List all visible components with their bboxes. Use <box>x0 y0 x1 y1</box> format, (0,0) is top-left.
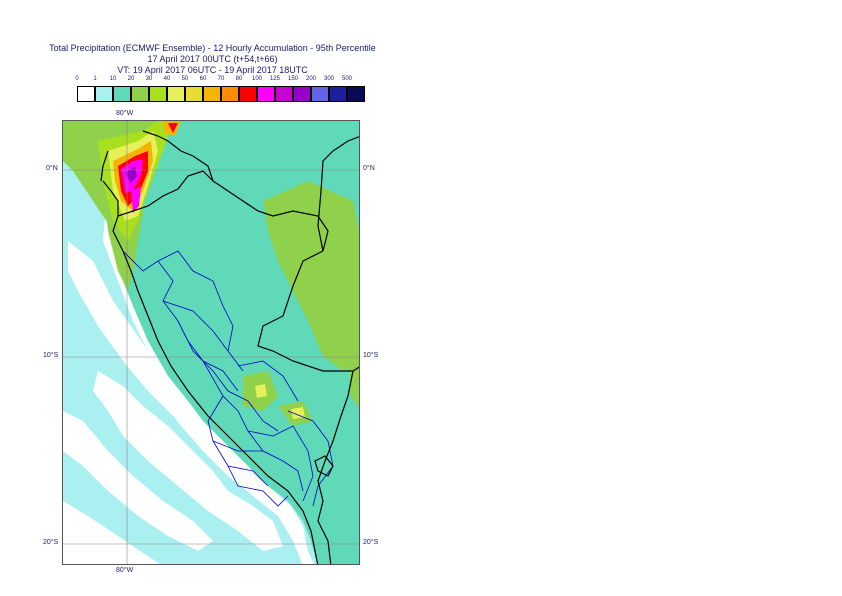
legend-swatch <box>77 86 95 102</box>
chart-title-line3: VT: 19 April 2017 06UTC - 19 April 2017 … <box>117 65 308 75</box>
ocean-clear-band-3 <box>63 411 213 551</box>
precipitation-map <box>62 120 360 565</box>
legend-tick-label: 200 <box>305 76 317 82</box>
ocean-clear-band-1 <box>68 241 183 416</box>
ocean-clear-band-2 <box>93 371 283 551</box>
region-boundaries <box>122 250 334 507</box>
map-canvas <box>63 121 359 564</box>
legend-tick-label: 30 <box>145 76 153 82</box>
ocean-precip-light <box>63 121 333 564</box>
legend-tick-label: 0 <box>75 76 79 82</box>
legend-swatch <box>275 86 293 102</box>
lat-label-right-0: 0°N <box>363 165 375 172</box>
legend-tick-label: 50 <box>181 76 189 82</box>
graticule <box>63 121 359 564</box>
lat-label-left-10s: 10°S <box>43 352 59 359</box>
lat-label-right-20s: 20°S <box>363 539 379 546</box>
chart-title-line2: 17 April 2017 00UTC (t+54,t+66) <box>147 54 278 64</box>
legend-swatch <box>257 86 275 102</box>
ocean-clear-band-4 <box>63 501 160 564</box>
legend-swatch <box>329 86 347 102</box>
land-precip-yellow-spot <box>255 384 305 419</box>
legend-tick-label: 125 <box>269 76 281 82</box>
legend-swatch <box>239 86 257 102</box>
chart-title-line1: Total Precipitation (ECMWF Ensemble) - 1… <box>49 43 376 53</box>
legend-tick-label: 1 <box>93 76 97 82</box>
lat-label-right-10s: 10°S <box>363 352 379 359</box>
coastal-dry-zone <box>153 361 315 564</box>
lon-label-top: 80°W <box>116 110 134 117</box>
legend-swatch <box>95 86 113 102</box>
legend-swatch <box>293 86 311 102</box>
country-borders <box>100 130 359 564</box>
legend-tick-label: 150 <box>287 76 299 82</box>
legend-swatch <box>113 86 131 102</box>
legend-tick-label: 60 <box>199 76 207 82</box>
lat-label-left-0: 0°N <box>46 165 58 172</box>
legend-swatch <box>149 86 167 102</box>
land-precip-green-east <box>263 181 359 371</box>
legend-tick-label: 500 <box>341 76 353 82</box>
legend-tick-label: 300 <box>323 76 335 82</box>
legend-tick-label: 40 <box>163 76 171 82</box>
legend-swatch <box>347 86 365 102</box>
lon-label-bottom: 80°W <box>116 567 134 574</box>
legend-swatch <box>131 86 149 102</box>
legend-swatch <box>311 86 329 102</box>
legend-swatch <box>221 86 239 102</box>
legend-tick-label: 20 <box>127 76 135 82</box>
legend-tick-label: 10 <box>109 76 117 82</box>
legend-tick-label: 80 <box>235 76 243 82</box>
legend-swatch <box>167 86 185 102</box>
legend-swatch <box>185 86 203 102</box>
legend-swatch <box>203 86 221 102</box>
legend-tick-label: 70 <box>217 76 225 82</box>
legend-tick-label: 100 <box>251 76 263 82</box>
lat-label-left-20s: 20°S <box>43 539 59 546</box>
